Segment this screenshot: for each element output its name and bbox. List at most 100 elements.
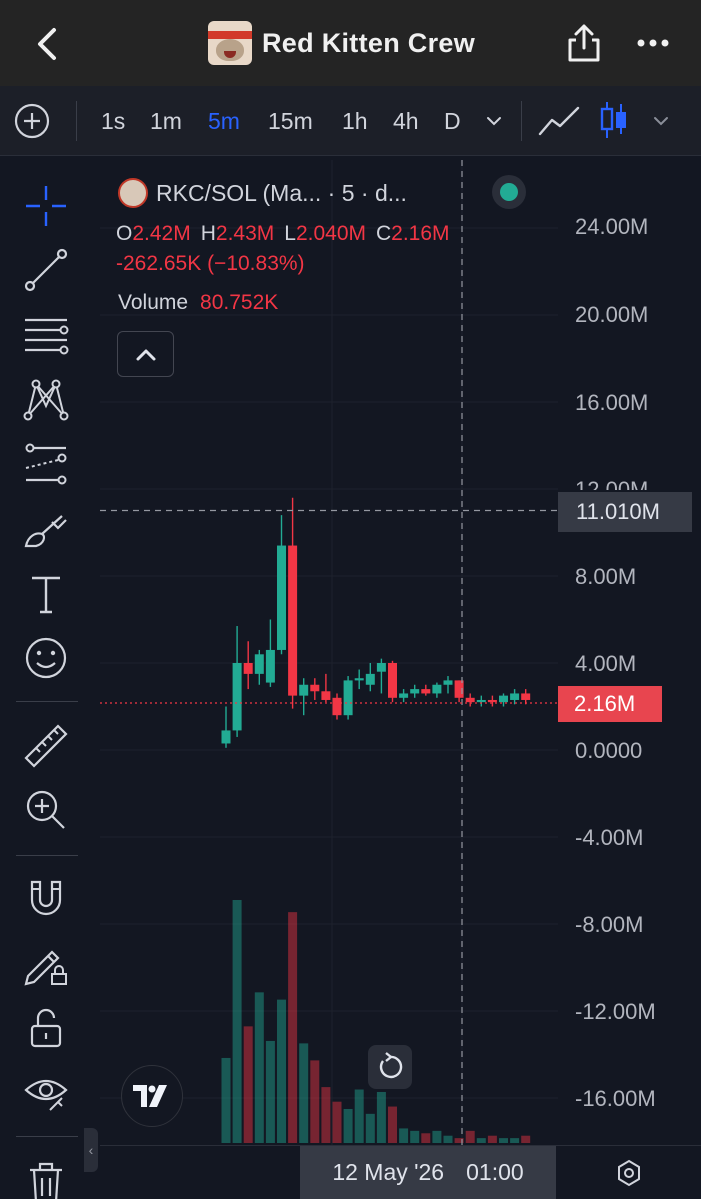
candle-body <box>399 693 409 698</box>
line-chart-icon[interactable] <box>538 104 580 138</box>
volume-bar <box>476 1138 486 1143</box>
price-tick: -12.00M <box>575 999 656 1024</box>
back-button[interactable] <box>30 24 66 64</box>
chevron-up-icon <box>136 349 156 361</box>
forecast-icon <box>25 443 67 485</box>
reset-chart-button[interactable] <box>368 1045 412 1089</box>
candle-body <box>487 699 497 703</box>
volume-legend: Volume 80.752K <box>118 291 278 315</box>
chart-legend: RKC/SOL (Ma... · 5 · d... <box>118 176 407 210</box>
candle-body <box>443 680 453 685</box>
tradingview-logo[interactable] <box>121 1065 183 1127</box>
low-key: L <box>284 222 296 245</box>
collapse-legend-button[interactable] <box>117 331 174 377</box>
chevron-left-icon: ‹ <box>88 1142 94 1158</box>
timeframe-1m[interactable]: 1m <box>150 108 182 134</box>
volume-bar <box>288 912 298 1143</box>
chart-pane[interactable] <box>100 160 558 1145</box>
trend-line-tool[interactable] <box>22 246 70 294</box>
volume-bar <box>232 900 242 1143</box>
candle-body <box>277 545 286 650</box>
remove-drawings-tool[interactable] <box>22 1158 70 1199</box>
candlestick-chart[interactable] <box>100 160 558 1145</box>
candle-body <box>465 697 475 703</box>
pattern-icon <box>23 379 69 421</box>
candle-body <box>299 684 309 696</box>
volume-bar <box>321 1087 331 1143</box>
crosshair-date: 12 May '26 <box>332 1159 445 1185</box>
share-button[interactable] <box>566 22 602 64</box>
chevron-down-icon[interactable] <box>652 114 670 128</box>
magnet-tool[interactable] <box>22 874 70 922</box>
lock-drawings-tool[interactable] <box>22 940 70 988</box>
price-tick: 20.00M <box>575 302 649 327</box>
candle-body <box>499 695 508 703</box>
price-axis[interactable] <box>558 160 701 1145</box>
gear-icon <box>618 1159 640 1187</box>
volume-bar <box>465 1130 475 1143</box>
forecast-tool[interactable] <box>22 440 70 488</box>
ruler-tool[interactable] <box>22 722 70 770</box>
volume-bar <box>432 1130 442 1143</box>
timeframe-5m[interactable]: 5m <box>208 108 240 134</box>
timeframe-15m[interactable]: 15m <box>268 108 313 134</box>
crosshair-time-label: 12 May '26 01:00 <box>300 1146 556 1199</box>
brush-tool[interactable] <box>22 506 70 554</box>
high-value: 2.43M <box>215 222 275 245</box>
candle-body <box>332 697 342 716</box>
more-dots-icon <box>637 39 669 47</box>
unlock-icon <box>30 1008 62 1048</box>
zoom-tool[interactable] <box>22 786 70 834</box>
candle-body <box>243 663 253 674</box>
volume-bar <box>332 1101 342 1143</box>
sidebar-divider <box>16 701 78 702</box>
timeframe-4h[interactable]: 4h <box>393 108 419 134</box>
smiley-icon <box>25 637 67 679</box>
ruler-icon <box>24 724 68 768</box>
candle-body <box>321 691 331 700</box>
pattern-tool[interactable] <box>22 376 70 424</box>
plus-circle-icon <box>14 103 50 139</box>
chart-settings-button[interactable] <box>614 1158 644 1188</box>
timeframe-d[interactable]: D <box>444 108 461 134</box>
emoji-tool[interactable] <box>22 634 70 682</box>
candle-body <box>354 678 364 681</box>
price-tick: 0.0000 <box>575 738 643 763</box>
candle-body <box>232 663 242 731</box>
horizontal-lines-tool[interactable] <box>22 312 70 360</box>
hide-drawings-tool[interactable] <box>22 1068 70 1116</box>
crosshair-tool[interactable] <box>22 182 70 230</box>
volume-bar <box>487 1135 497 1143</box>
candlestick-type-icon[interactable] <box>600 100 628 140</box>
candle-body <box>421 689 431 694</box>
horizontal-lines-icon <box>25 318 69 355</box>
chevron-down-icon[interactable] <box>485 114 503 128</box>
zoom-in-icon <box>26 790 65 829</box>
add-indicator-button[interactable] <box>14 103 50 139</box>
volume-label: Volume <box>118 291 189 314</box>
sidebar-collapse-handle[interactable]: ‹ <box>84 1128 98 1172</box>
lock-all-tool[interactable] <box>22 1004 70 1052</box>
price-tick: -8.00M <box>575 912 644 937</box>
symbol-icon <box>118 178 148 208</box>
candle-body <box>521 693 531 700</box>
open-key: O <box>116 222 133 245</box>
page-title: Red Kitten Crew <box>262 27 476 58</box>
sidebar-divider <box>16 1136 78 1137</box>
timeframe-1h[interactable]: 1h <box>342 108 368 134</box>
candle-body <box>310 684 320 692</box>
text-tool[interactable] <box>22 570 70 618</box>
candle-body <box>265 649 275 683</box>
candle-body <box>254 654 264 674</box>
timeframe-1s[interactable]: 1s <box>101 108 126 134</box>
legend-symbol[interactable]: RKC/SOL (Ma... · 5 · d... <box>156 179 407 206</box>
price-tick: 8.00M <box>575 564 637 589</box>
crosshair-price-label: 11.010M <box>558 492 692 532</box>
candle-body <box>365 673 375 685</box>
market-status-icon[interactable] <box>492 175 526 209</box>
candle-body <box>343 680 353 716</box>
price-change: -262.65K (−10.83%) <box>116 252 305 275</box>
toolbar-divider <box>521 101 522 141</box>
volume-bar <box>521 1135 531 1143</box>
more-options-button[interactable] <box>636 30 670 56</box>
